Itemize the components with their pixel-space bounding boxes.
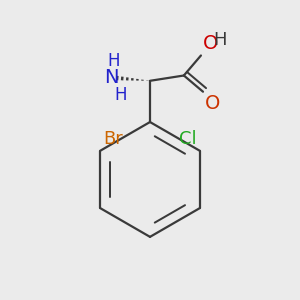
Text: N: N	[104, 68, 119, 87]
Text: O: O	[202, 34, 218, 53]
Text: O: O	[206, 94, 221, 113]
Text: Br: Br	[103, 130, 123, 148]
Text: Cl: Cl	[179, 130, 197, 148]
Text: H: H	[213, 31, 227, 49]
Text: H: H	[107, 52, 120, 70]
Text: H: H	[114, 86, 127, 104]
